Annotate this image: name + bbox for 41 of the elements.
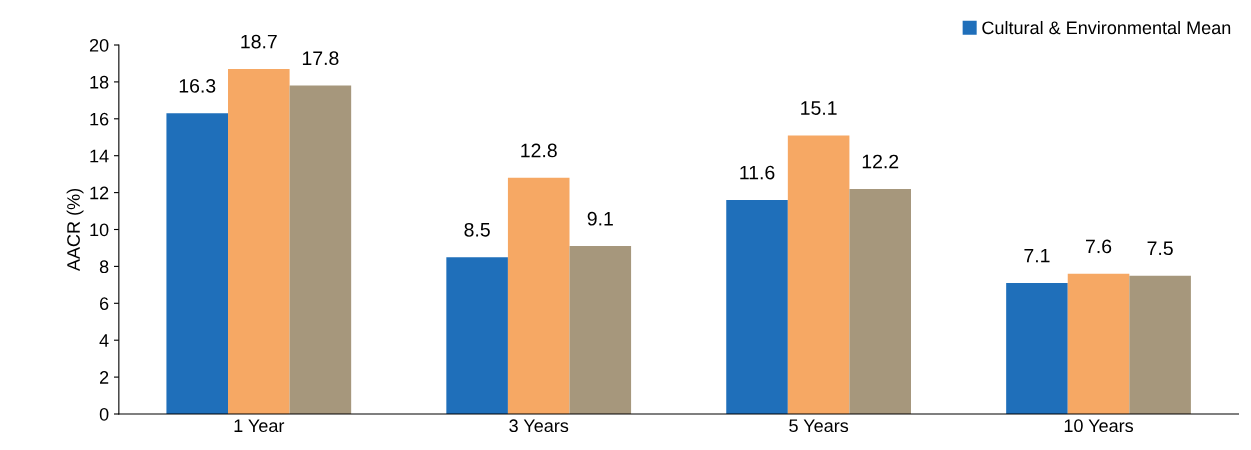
y-tick-label: 6 bbox=[100, 297, 109, 311]
bar bbox=[1067, 273, 1130, 414]
y-axis-title: AACR (%) bbox=[66, 188, 84, 272]
bar bbox=[1129, 275, 1191, 414]
data-label: 7.1 bbox=[1024, 248, 1050, 263]
data-label: 8.5 bbox=[464, 222, 490, 237]
x-tick-label: 10 Years bbox=[1064, 419, 1134, 433]
y-tick-label: 10 bbox=[90, 223, 109, 237]
y-tick-label: 4 bbox=[99, 334, 109, 347]
data-label: 7.5 bbox=[1147, 241, 1173, 256]
y-tick-label: 18 bbox=[90, 75, 109, 89]
data-label: 9.1 bbox=[587, 211, 613, 226]
data-label: 11.6 bbox=[740, 165, 775, 180]
bar bbox=[507, 177, 570, 414]
y-tick-label: 16 bbox=[90, 112, 109, 126]
y-tick-label: 12 bbox=[90, 186, 109, 200]
y-tick-label: 0 bbox=[99, 407, 109, 421]
bar bbox=[1006, 283, 1068, 414]
data-label: 12.8 bbox=[521, 143, 557, 158]
bar bbox=[446, 257, 508, 414]
data-label: 16.3 bbox=[179, 78, 216, 93]
bar bbox=[569, 246, 632, 414]
bar bbox=[289, 85, 352, 414]
x-tick-label: 1 Year bbox=[234, 419, 285, 433]
legend-label: Cultural & Environmental Mean bbox=[982, 20, 1231, 35]
bar bbox=[228, 68, 290, 414]
bar bbox=[166, 113, 229, 414]
y-tick-label: 14 bbox=[90, 149, 109, 163]
data-label: 17.8 bbox=[302, 51, 339, 66]
data-label: 12.2 bbox=[862, 154, 899, 169]
bar bbox=[849, 188, 911, 414]
x-tick-label: 5 Years bbox=[789, 419, 849, 433]
bar bbox=[726, 199, 788, 414]
data-label: 7.6 bbox=[1086, 239, 1112, 254]
y-tick-label: 2 bbox=[99, 371, 109, 384]
data-label: 18.7 bbox=[241, 34, 277, 49]
data-label: 15.1 bbox=[801, 101, 837, 115]
bar bbox=[787, 135, 850, 414]
y-tick-label: 20 bbox=[89, 38, 109, 52]
y-tick-label: 8 bbox=[99, 260, 109, 274]
x-tick-label: 3 Years bbox=[509, 419, 569, 433]
